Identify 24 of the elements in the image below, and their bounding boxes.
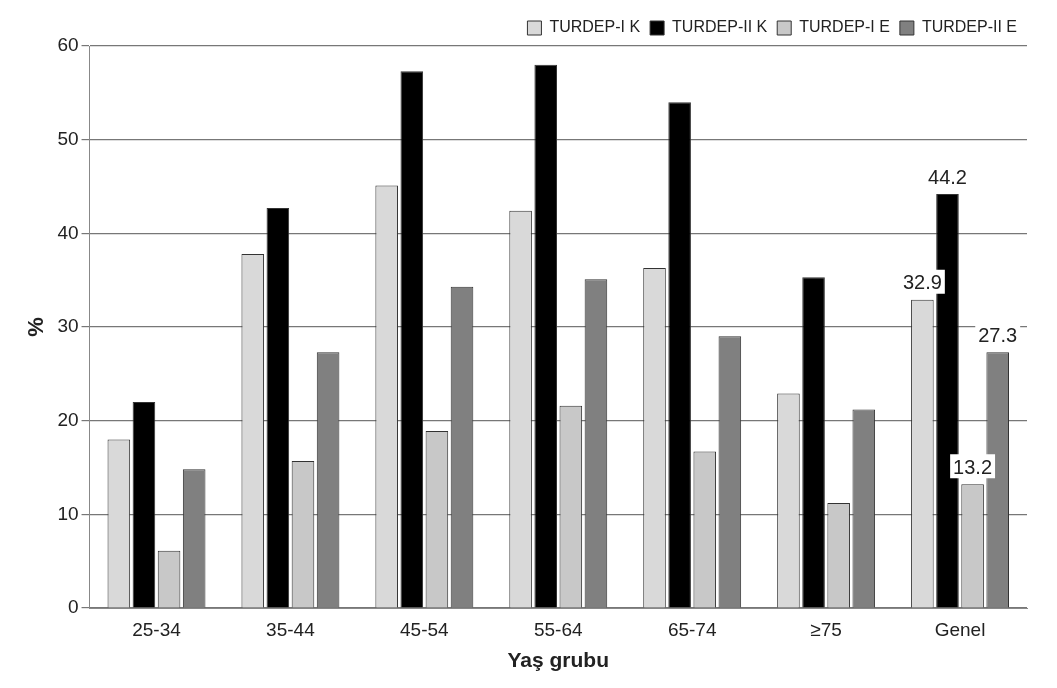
x-tick-label: Genel xyxy=(934,618,986,640)
legend-label: TURDEP-I K xyxy=(549,18,641,36)
data-label: 44.2 xyxy=(928,165,967,188)
data-label: 13.2 xyxy=(953,455,993,478)
y-axis-title: % xyxy=(23,317,49,337)
legend-label: TURDEP-II K xyxy=(672,18,768,36)
y-tick-label: 60 xyxy=(57,34,79,56)
x-tick-label: 35-44 xyxy=(266,618,316,640)
x-tick-label: 45-54 xyxy=(400,618,450,640)
x-tick-label: 55-64 xyxy=(533,618,583,640)
legend-label: TURDEP-II E xyxy=(921,18,1018,36)
legend-label: TURDEP-I E xyxy=(799,18,890,36)
data-label: 32.9 xyxy=(902,271,942,294)
y-tick-label: 10 xyxy=(57,502,79,524)
y-tick-label: 40 xyxy=(57,221,79,243)
x-tick-label: ≥75 xyxy=(810,618,842,640)
y-tick-label: 50 xyxy=(57,127,79,149)
data-label: 27.3 xyxy=(978,323,1018,346)
x-axis-title: Yaş grubu xyxy=(507,648,610,672)
y-tick-label: 30 xyxy=(57,315,79,337)
y-tick-label: 0 xyxy=(67,596,79,618)
x-tick-label: 25-34 xyxy=(132,618,182,640)
y-tick-label: 20 xyxy=(57,408,79,430)
x-tick-label: 65-74 xyxy=(667,618,717,640)
